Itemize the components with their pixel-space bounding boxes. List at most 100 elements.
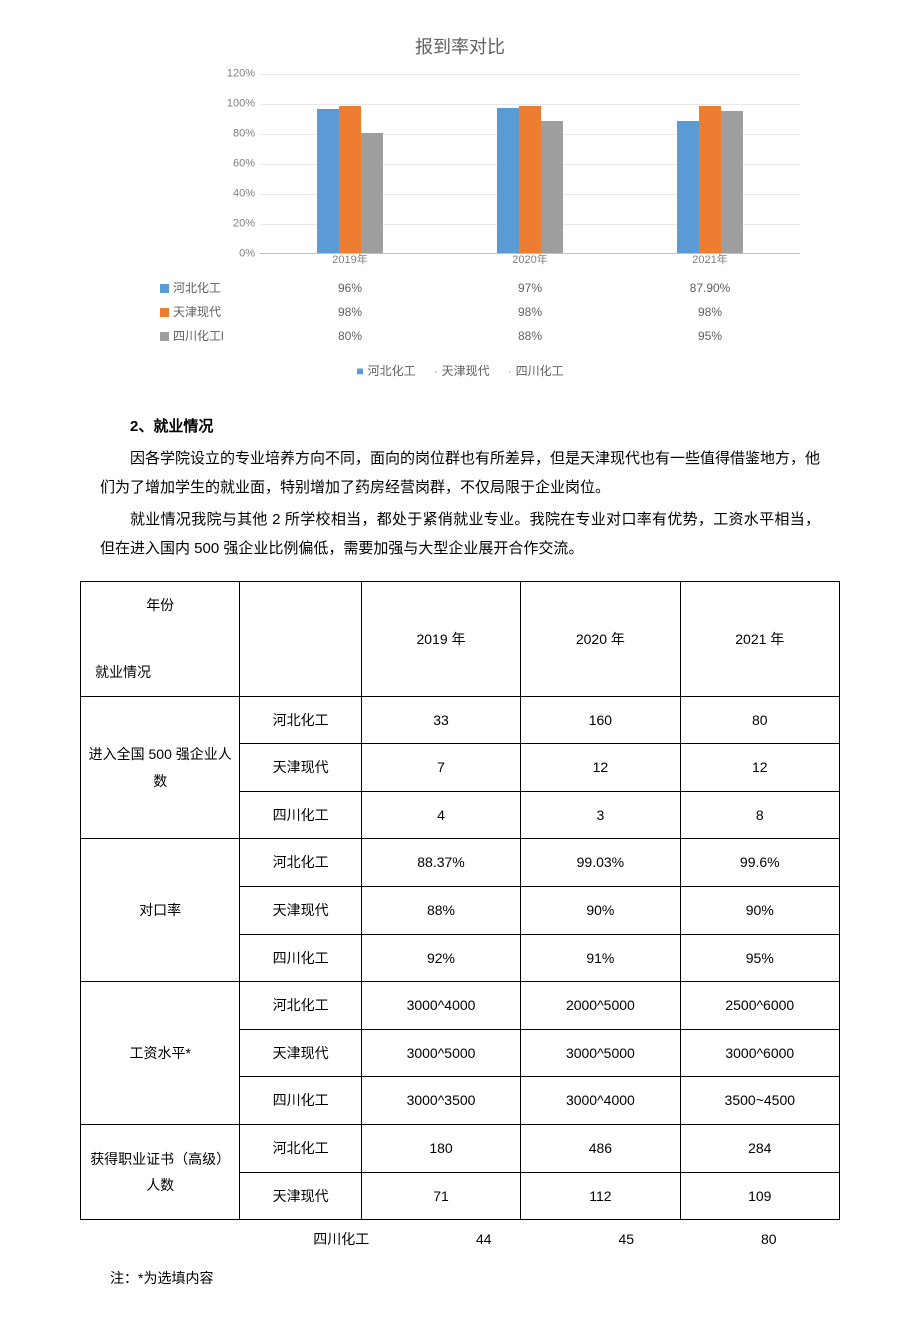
series-name-0: 河北化工 — [173, 276, 221, 300]
outside-v1: 45 — [555, 1226, 698, 1253]
y-tick-label: 120% — [215, 64, 255, 85]
x-category-label: 2019年 — [320, 250, 380, 271]
y-tick-label: 20% — [215, 214, 255, 235]
value-cell: 91% — [521, 934, 680, 982]
x-category-label: 2021年 — [680, 250, 740, 271]
value-cell: 3 — [521, 791, 680, 839]
header-left-cell: 年份就业情况 — [81, 582, 240, 696]
value-cell: 3000^3500 — [361, 1077, 520, 1125]
outside-v2: 80 — [698, 1226, 841, 1253]
y-tick-label: 0% — [215, 244, 255, 265]
value-cell: 88% — [361, 887, 520, 935]
legend-text-1: 天津现代 — [442, 364, 490, 378]
chart-legend: ■ 河北化工 · 天津现代 · 四川化工 — [100, 360, 820, 383]
legend-box-icon — [160, 332, 169, 341]
legend-text-2: 四川化工 — [516, 364, 564, 378]
legend-box-icon — [160, 284, 169, 293]
header-year-2: 2021 年 — [680, 582, 839, 696]
bar — [699, 106, 721, 253]
value-cell: 2000^5000 — [521, 982, 680, 1030]
value-cell: 8 — [680, 791, 839, 839]
value-cell: 486 — [521, 1125, 680, 1173]
legend-text-0: 河北化工 — [368, 364, 416, 378]
value-cell: 99.6% — [680, 839, 839, 887]
metric-label-3: 获得职业证书（高级）人数 — [81, 1125, 240, 1220]
value-cell: 3000^5000 — [521, 1029, 680, 1077]
header-year-1: 2020 年 — [521, 582, 680, 696]
school-cell: 天津现代 — [240, 744, 361, 792]
school-cell: 四川化工 — [240, 1077, 361, 1125]
bar — [519, 106, 541, 253]
series2-v0: 80% — [260, 324, 440, 348]
value-cell: 92% — [361, 934, 520, 982]
school-cell: 天津现代 — [240, 1029, 361, 1077]
school-cell: 河北化工 — [240, 696, 361, 744]
employment-table: 年份就业情况2019 年2020 年2021 年进入全国 500 强企业人数河北… — [80, 581, 840, 1220]
paragraph-1: 因各学院设立的专业培养方向不同，面向的岗位群也有所差异，但是天津现代也有一些值得… — [100, 445, 820, 502]
chart-data-row-2: 四川化工l 80% 88% 95% — [100, 324, 820, 348]
section-heading: 2、就业情况 — [100, 413, 820, 442]
chart-plot-area: 0%20%40%60%80%100%120%2019年2020年2021年 — [260, 74, 800, 254]
series0-v1: 97% — [440, 276, 620, 300]
bar — [339, 106, 361, 253]
header-blank — [240, 582, 361, 696]
value-cell: 3000^5000 — [361, 1029, 520, 1077]
school-cell: 天津现代 — [240, 1172, 361, 1220]
paragraph-2: 就业情况我院与其他 2 所学校相当，都处于紧俏就业专业。我院在专业对口率有优势，… — [100, 506, 820, 563]
y-tick-label: 60% — [215, 154, 255, 175]
school-cell: 河北化工 — [240, 1125, 361, 1173]
value-cell: 109 — [680, 1172, 839, 1220]
chart-data-row-0: 河北化工 96% 97% 87.90% — [100, 276, 820, 300]
metric-label-0: 进入全国 500 强企业人数 — [81, 696, 240, 839]
value-cell: 12 — [680, 744, 839, 792]
value-cell: 99.03% — [521, 839, 680, 887]
y-tick-label: 80% — [215, 124, 255, 145]
series1-v0: 98% — [260, 300, 440, 324]
value-cell: 3000^6000 — [680, 1029, 839, 1077]
chart-data-grid: 河北化工 96% 97% 87.90% 天津现代 98% 98% 98% 四川化… — [100, 276, 820, 348]
value-cell: 3000^4000 — [361, 982, 520, 1030]
outside-school: 四川化工 — [270, 1226, 413, 1253]
value-cell: 90% — [680, 887, 839, 935]
legend-marker-icon: ■ — [356, 364, 363, 378]
school-cell: 四川化工 — [240, 791, 361, 839]
y-tick-label: 40% — [215, 184, 255, 205]
value-cell: 284 — [680, 1125, 839, 1173]
metric-label-1: 对口率 — [81, 839, 240, 982]
chart-title: 报到率对比 — [100, 30, 820, 64]
bar — [677, 121, 699, 253]
value-cell: 90% — [521, 887, 680, 935]
value-cell: 112 — [521, 1172, 680, 1220]
school-cell: 天津现代 — [240, 887, 361, 935]
series2-v2: 95% — [620, 324, 800, 348]
series1-v2: 98% — [620, 300, 800, 324]
value-cell: 12 — [521, 744, 680, 792]
value-cell: 160 — [521, 696, 680, 744]
outside-v0: 44 — [413, 1226, 556, 1253]
value-cell: 33 — [361, 696, 520, 744]
metric-label-2: 工资水平* — [81, 982, 240, 1125]
body-text: 2、就业情况 因各学院设立的专业培养方向不同，面向的岗位群也有所差异，但是天津现… — [0, 413, 920, 564]
legend-marker-icon: · — [434, 364, 438, 378]
x-category-label: 2020年 — [500, 250, 560, 271]
series-name-1: 天津现代 — [173, 300, 221, 324]
series0-v0: 96% — [260, 276, 440, 300]
value-cell: 4 — [361, 791, 520, 839]
value-cell: 3000^4000 — [521, 1077, 680, 1125]
series-label-2: 四川化工l — [100, 324, 260, 348]
footnote: 注：*为选填内容 — [0, 1259, 920, 1298]
chart-container: 报到率对比 0%20%40%60%80%100%120%2019年2020年20… — [100, 30, 820, 383]
series1-v1: 98% — [440, 300, 620, 324]
header-year-0: 2019 年 — [361, 582, 520, 696]
series-label-0: 河北化工 — [100, 276, 260, 300]
legend-marker-icon: · — [508, 364, 512, 378]
series-name-2: 四川化工l — [173, 324, 224, 348]
value-cell: 71 — [361, 1172, 520, 1220]
bar — [361, 133, 383, 253]
series0-v2: 87.90% — [620, 276, 800, 300]
bar — [721, 111, 743, 254]
value-cell: 88.37% — [361, 839, 520, 887]
school-cell: 河北化工 — [240, 839, 361, 887]
value-cell: 180 — [361, 1125, 520, 1173]
school-cell: 河北化工 — [240, 982, 361, 1030]
